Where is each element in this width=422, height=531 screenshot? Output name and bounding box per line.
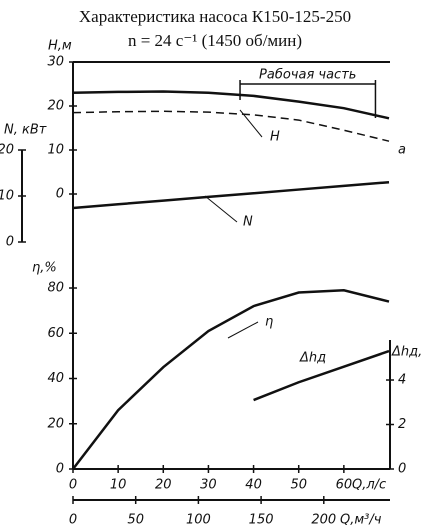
y4-tick-label: 0: [398, 462, 406, 477]
chart-title: Характеристика насоса К150-125-250: [79, 7, 351, 26]
x2-tick-label: 100: [186, 513, 211, 528]
y-tick-label: 20: [47, 99, 64, 114]
working-range-label-bg: [263, 68, 352, 82]
series-line: [72, 180, 390, 210]
y-tick-label: 10: [47, 143, 64, 158]
y3-tick-label: 60: [47, 326, 64, 341]
series-line: [72, 110, 390, 142]
chart-subtitle: n = 24 с⁻¹ (1450 об/мин): [128, 31, 302, 50]
label-leader: [204, 195, 238, 223]
x-tick-label: 0: [69, 478, 77, 493]
series-label: Δhд: [299, 351, 326, 366]
label-leader: [227, 321, 259, 339]
x-tick-label: 10: [110, 478, 127, 493]
x-tick-label: 20: [155, 478, 172, 493]
x-axis-label: Q,л/с: [352, 478, 386, 493]
y4-tick-label: 2: [398, 417, 406, 432]
series-line: [253, 349, 390, 402]
working-range-label: Рабочая часть: [259, 68, 356, 83]
y4-tick-label: 4: [398, 373, 406, 388]
y3-tick-label: 40: [47, 371, 64, 386]
x2-axis-label: Q,м³/ч: [340, 513, 382, 528]
x2-tick-label: 0: [69, 513, 77, 528]
series-label: N: [243, 215, 253, 230]
y3-tick-label: 80: [47, 281, 64, 296]
y-tick-label: 0: [56, 187, 64, 202]
x-tick-label: 30: [200, 478, 217, 493]
y-tick-label: 30: [47, 55, 64, 70]
x2-tick-label: 150: [249, 513, 274, 528]
y3-tick-label: 20: [47, 416, 64, 431]
series-label: H: [270, 130, 280, 145]
x-tick-label: 40: [245, 478, 262, 493]
series-line: [72, 90, 390, 120]
x-tick-label: 60: [336, 478, 353, 493]
y2-tick-label: 0: [6, 235, 14, 250]
series-line: [72, 289, 390, 470]
x2-tick-label: 50: [127, 513, 144, 528]
y-axis-label: H,м: [48, 39, 72, 54]
series-label: η: [265, 315, 273, 330]
y2-tick-label: 10: [0, 189, 14, 204]
y3-tick-label: 0: [56, 462, 64, 477]
x2-tick-label: 200: [311, 513, 336, 528]
series-label: a: [398, 143, 406, 158]
y4-axis-label: Δhд, м: [391, 345, 422, 360]
x-tick-label: 50: [290, 478, 307, 493]
y2-tick-label: 20: [0, 143, 14, 158]
y2-axis-label: N, кВт: [4, 123, 47, 138]
y3-axis-label: η,%: [32, 261, 57, 276]
